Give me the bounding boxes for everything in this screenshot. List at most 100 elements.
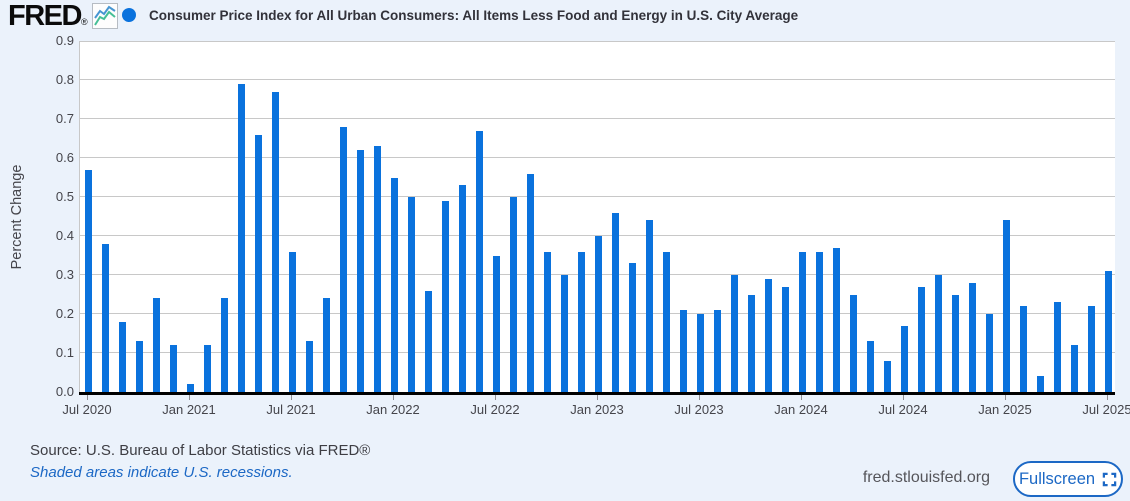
site-url: fred.stlouisfed.org (862, 469, 990, 486)
gridline (80, 235, 1115, 236)
bar-2021-06 (271, 91, 279, 392)
gridline (80, 41, 1115, 42)
x-tick-mark (699, 395, 700, 400)
bar-2022-03 (424, 290, 432, 392)
bar-2020-12 (169, 345, 177, 392)
fred-logo-text: FRED (8, 0, 82, 32)
x-axis-line (79, 392, 1115, 395)
x-tick-mark (291, 395, 292, 400)
bar-2020-09 (118, 321, 126, 392)
x-tick-mark (495, 395, 496, 400)
bar-2021-07 (288, 251, 296, 392)
bar-2021-10 (339, 126, 347, 392)
bar-2024-02 (815, 251, 823, 392)
bar-2022-12 (577, 251, 585, 392)
y-tick-label: 0.5 (55, 189, 74, 204)
bar-2024-12 (985, 314, 993, 392)
bar-2024-07 (900, 325, 908, 392)
bar-2023-12 (781, 286, 789, 392)
bar-2022-11 (560, 275, 568, 392)
bar-2021-05 (254, 134, 262, 392)
bar-2020-07 (84, 169, 92, 392)
bar-2023-02 (611, 212, 619, 392)
bar-2025-04 (1053, 302, 1061, 392)
x-tick-label: Jul 2020 (62, 402, 112, 417)
x-tick-label: Jan 2025 (978, 402, 1032, 417)
y-tick-label: 0.1 (55, 345, 74, 360)
x-tick-label: Jan 2022 (366, 402, 420, 417)
bar-2025-01 (1002, 220, 1010, 392)
bar-2025-02 (1019, 306, 1027, 392)
chart-title: Consumer Price Index for All Urban Consu… (149, 8, 799, 23)
x-tick-mark (87, 395, 88, 400)
bar-2024-09 (934, 275, 942, 392)
bar-2023-11 (764, 278, 772, 392)
x-tick-mark (189, 395, 190, 400)
x-tick-label: Jul 2024 (878, 402, 928, 417)
fullscreen-button[interactable]: Fullscreen (1013, 461, 1123, 497)
bar-2024-11 (968, 282, 976, 392)
y-tick-label: 0.7 (55, 111, 74, 126)
bar-2025-06 (1087, 306, 1095, 392)
bar-2024-01 (798, 251, 806, 392)
fred-logo[interactable]: FRED® (8, 1, 88, 37)
fullscreen-icon (1102, 472, 1117, 486)
bar-2023-05 (662, 251, 670, 392)
bar-2023-01 (594, 236, 602, 392)
bar-2025-07 (1104, 271, 1112, 392)
bar-2021-03 (220, 298, 228, 392)
bar-2024-10 (951, 294, 959, 392)
bar-2021-01 (186, 384, 194, 392)
bar-2021-12 (373, 146, 381, 392)
x-tick-label: Jul 2022 (470, 402, 520, 417)
fred-logo-chart-icon (92, 3, 118, 29)
bar-2024-03 (832, 247, 840, 392)
y-tick-label: 0.4 (55, 228, 74, 243)
bar-2022-01 (390, 177, 398, 392)
x-tick-mark (801, 395, 802, 400)
bar-2022-07 (492, 255, 500, 392)
x-tick-label: Jan 2021 (162, 402, 216, 417)
bar-2020-08 (101, 243, 109, 392)
x-tick-label: Jul 2021 (266, 402, 316, 417)
bar-2020-11 (152, 298, 160, 392)
bar-2021-11 (356, 150, 364, 392)
recessions-note-link[interactable]: Shaded areas indicate U.S. recessions. (30, 464, 293, 481)
x-tick-label: Jul 2025 (1082, 402, 1130, 417)
x-tick-label: Jan 2024 (774, 402, 828, 417)
bar-2021-04 (237, 83, 245, 392)
fullscreen-label: Fullscreen (1018, 469, 1096, 488)
y-tick-label: 0.2 (55, 306, 74, 321)
x-tick-mark (1005, 395, 1006, 400)
bar-2023-09 (730, 275, 738, 392)
x-tick-label: Jan 2023 (570, 402, 624, 417)
x-tick-mark (393, 395, 394, 400)
x-tick-label: Jul 2023 (674, 402, 724, 417)
bar-2025-03 (1036, 376, 1044, 392)
y-tick-label: 0.9 (55, 33, 74, 48)
legend-dot (122, 8, 136, 22)
bar-2022-09 (526, 173, 534, 392)
gridline (80, 157, 1115, 158)
bar-2022-06 (475, 130, 483, 392)
bar-2022-04 (441, 200, 449, 392)
bar-2022-08 (509, 197, 517, 392)
y-tick-label: 0.0 (55, 384, 74, 399)
bar-2023-06 (679, 310, 687, 392)
y-axis-title: Percent Change (9, 164, 25, 270)
bar-2023-08 (713, 310, 721, 392)
plot-area[interactable] (79, 41, 1115, 392)
y-tick-label: 0.3 (55, 267, 74, 282)
y-tick-label: 0.8 (55, 72, 74, 87)
y-tick-label: 0.6 (55, 150, 74, 165)
bar-2022-10 (543, 251, 551, 392)
bar-2021-09 (322, 298, 330, 392)
x-tick-mark (1107, 395, 1108, 400)
bar-2022-05 (458, 185, 466, 392)
bar-2023-03 (628, 263, 636, 392)
bar-2023-04 (645, 220, 653, 392)
source-text: Source: U.S. Bureau of Labor Statistics … (30, 442, 371, 459)
bar-2020-10 (135, 341, 143, 392)
gridline (80, 196, 1115, 197)
